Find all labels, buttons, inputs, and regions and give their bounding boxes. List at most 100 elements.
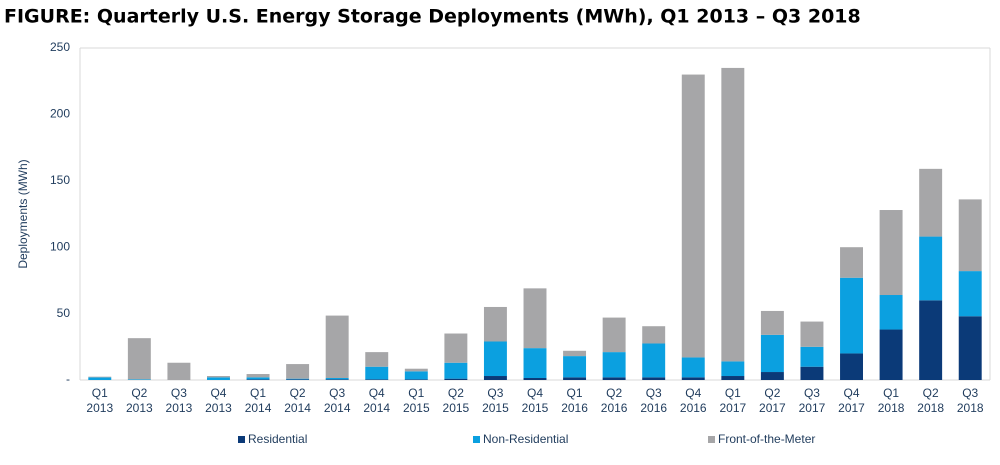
bar-segment [523,288,547,349]
bar-segment [602,317,626,353]
y-axis-label: Deployments (MWh) [16,159,30,268]
bar-segment [958,199,982,272]
x-tick-label: 2015 [482,401,509,415]
bar-segment [681,377,705,380]
x-tick-label: Q4 [685,386,701,400]
y-tick-label: 250 [50,40,70,54]
x-tick-label: 2015 [522,401,549,415]
bar-segment [286,364,310,379]
x-tick-label: 2013 [126,401,153,415]
bar-segment [325,315,349,379]
x-tick-label: 2018 [878,401,905,415]
bar-segment [958,316,982,380]
bar-segment [167,362,191,380]
x-tick-label: 2018 [917,401,944,415]
bar-segment [404,379,428,380]
x-tick-label: 2016 [680,401,707,415]
x-tick-label: 2014 [245,401,272,415]
x-tick-label: Q2 [606,386,622,400]
y-tick-label: - [66,372,70,386]
bar-segment [404,371,428,380]
bar-segment [681,74,705,358]
bar-segment [919,168,943,237]
bar-segment [286,379,310,380]
x-tick-label: Q1 [725,386,741,400]
bar-segment [523,348,547,379]
x-tick-label: Q1 [567,386,583,400]
bar-segment [404,368,428,372]
x-tick-label: Q1 [408,386,424,400]
bar-segment [800,321,824,347]
bar-segment [721,361,745,377]
x-tick-label: Q4 [844,386,860,400]
bar-segment [721,67,745,362]
bar-segment [88,377,112,380]
x-tick-label: 2017 [838,401,865,415]
x-tick-label: 2016 [601,401,628,415]
x-tick-label: 2017 [719,401,746,415]
bar-segment [88,376,112,378]
bar-segment [642,326,666,344]
x-tick-label: Q2 [131,386,147,400]
bar-segment [365,352,389,367]
bar-segment [919,236,943,301]
bar-segment [483,341,507,377]
x-tick-label: Q3 [646,386,662,400]
bar-segment [483,376,507,380]
bar-segment [642,377,666,380]
bar-segment [207,377,230,380]
x-tick-label: 2013 [86,401,113,415]
x-tick-label: 2014 [324,401,351,415]
bar-segment [919,300,943,380]
x-tick-label: 2017 [799,401,826,415]
x-tick-label: Q3 [804,386,820,400]
x-tick-label: Q2 [290,386,306,400]
bar-segment [127,379,151,380]
x-tick-label: Q1 [250,386,266,400]
y-tick-label: 150 [50,173,70,187]
x-tick-label: 2017 [759,401,786,415]
bar-segment [563,350,587,357]
bar-segment [760,310,784,335]
x-tick-label: Q4 [210,386,226,400]
x-tick-label: Q4 [527,386,543,400]
bar-segment [800,366,824,380]
legend-swatch [238,436,245,443]
x-tick-label: 2016 [640,401,667,415]
bar-segment [563,377,587,380]
bar-segment [760,334,784,373]
legend-label: Non-Residential [483,432,568,446]
x-tick-label: 2013 [166,401,193,415]
x-tick-label: Q3 [487,386,503,400]
bar-segment [365,366,389,380]
y-tick-label: 200 [50,107,70,121]
x-tick-label: 2014 [363,401,390,415]
bar-segment [246,377,270,380]
bar-segment [602,377,626,380]
x-tick-label: 2013 [205,401,232,415]
x-tick-label: Q1 [92,386,108,400]
bar-segment [879,295,903,330]
x-tick-label: Q3 [171,386,187,400]
bar-segment [127,338,151,380]
x-tick-label: Q3 [329,386,345,400]
x-tick-label: Q4 [369,386,385,400]
x-tick-label: Q1 [883,386,899,400]
bar-segment [246,374,270,378]
legend-label: Residential [248,432,307,446]
bar-segment [760,372,784,380]
x-tick-label: 2016 [561,401,588,415]
y-tick-label: 100 [50,239,70,253]
bar-segment [444,378,468,380]
bar-segment [721,376,745,380]
bar-segment [681,357,705,378]
legend-swatch [708,436,715,443]
bar-segment [483,306,507,342]
x-tick-label: Q2 [764,386,780,400]
bar-segment [958,271,982,317]
legend-swatch [473,436,480,443]
bar-segment [642,343,666,378]
bar-segment [444,333,468,363]
x-tick-label: Q3 [962,386,978,400]
